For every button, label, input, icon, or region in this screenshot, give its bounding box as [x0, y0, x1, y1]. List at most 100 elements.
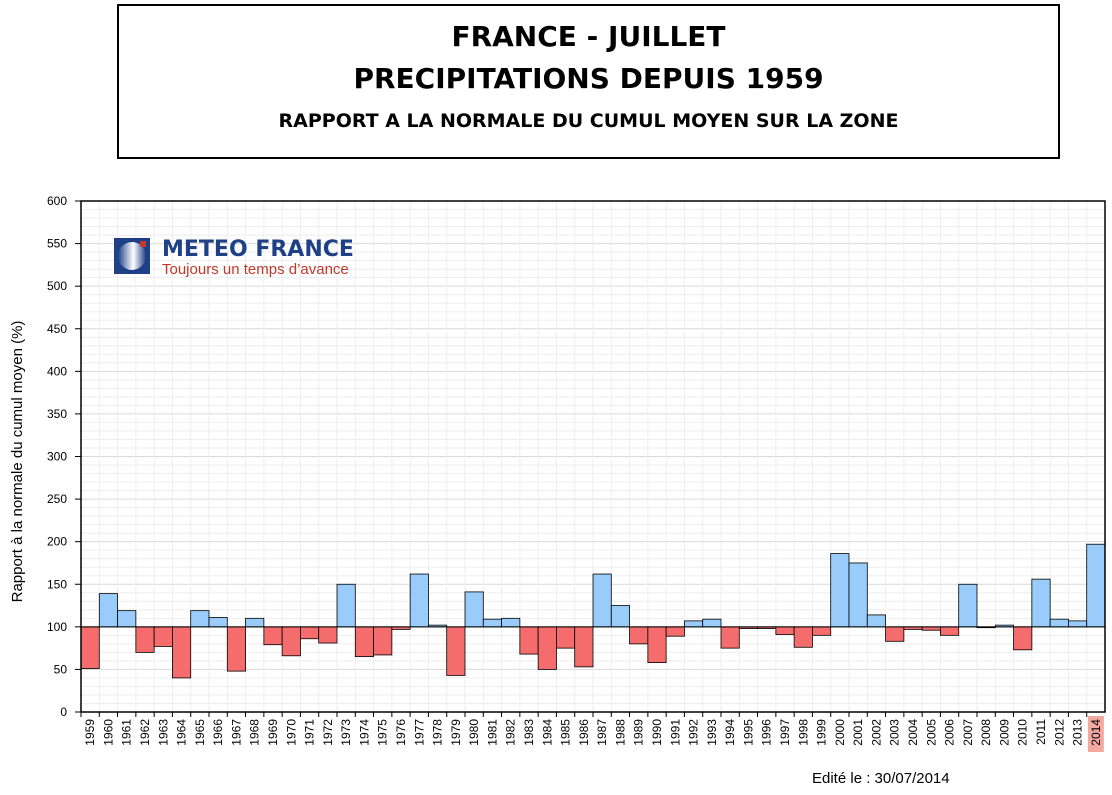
x-tick-label-2013: 2013	[1071, 719, 1085, 746]
x-tick-label-1984: 1984	[540, 719, 554, 746]
y-tick-label: 450	[47, 322, 67, 336]
x-tick-label-2010: 2010	[1016, 719, 1030, 746]
x-tick-label-1964: 1964	[175, 719, 189, 746]
y-axis-label: Rapport à la normale du cumul moyen (%)	[9, 321, 26, 603]
bar-1994	[720, 626, 740, 649]
bar-1980	[464, 591, 484, 628]
chart-title-line2: PRECIPITATIONS DEPUIS 1959	[353, 62, 824, 95]
bar-1962	[135, 626, 155, 653]
bar-1963	[153, 626, 173, 647]
bar-1973	[336, 583, 356, 628]
x-tick-label-2000: 2000	[833, 719, 847, 746]
x-tick-label-1960: 1960	[101, 719, 115, 746]
x-tick-label-1971: 1971	[303, 719, 317, 746]
y-axis: 0 50 100 150 200 250 300 350 400 450 500 550 600	[47, 194, 81, 719]
bar-1997	[775, 626, 795, 635]
x-tick-label-2002: 2002	[869, 719, 883, 746]
bar-1961	[117, 610, 137, 628]
x-tick-label-2011: 2011	[1034, 719, 1048, 745]
x-tick-label-1979: 1979	[449, 719, 463, 746]
y-tick-label: 150	[47, 577, 67, 591]
bar-1986	[574, 626, 594, 668]
x-tick-label-1991: 1991	[668, 719, 682, 746]
x-tick-label-1982: 1982	[504, 719, 518, 746]
title-box: FRANCE - JUILLET PRECIPITATIONS DEPUIS 1…	[117, 4, 1060, 159]
bar-1992	[684, 620, 704, 628]
logo-tagline: Toujours un temps d’avance	[162, 261, 349, 278]
bar-1965	[190, 610, 210, 628]
x-tick-label-1974: 1974	[357, 719, 371, 746]
x-tick-label-1972: 1972	[321, 719, 335, 746]
x-tick-label-1962: 1962	[138, 719, 152, 746]
bar-1959	[80, 626, 100, 669]
bar-2007	[958, 583, 978, 628]
bar-1969	[263, 626, 283, 646]
chart-subtitle: RAPPORT A LA NORMALE DU CUMUL MOYEN SUR …	[278, 110, 899, 132]
x-tick-label-1988: 1988	[613, 719, 627, 746]
x-tick-label-1975: 1975	[376, 719, 390, 746]
bar-1977	[409, 573, 429, 628]
bar-1981	[482, 618, 502, 628]
y-tick-label: 550	[47, 237, 67, 251]
x-tick-label-1981: 1981	[485, 719, 499, 746]
logo-name: METEO FRANCE	[162, 237, 354, 262]
bar-1964	[172, 626, 192, 679]
bar-chart: 0 50 100 150 200 250 300 350 400 450 500 550 600 195…	[9, 194, 1106, 752]
y-tick-label: 0	[60, 705, 67, 719]
x-tick-label-1990: 1990	[650, 719, 664, 746]
bar-1966	[208, 617, 228, 628]
x-axis: 1959 1960 1961 1962 1963 1964 1965 1966 1967 1968…	[80, 712, 1104, 752]
x-tick-label-1996: 1996	[760, 719, 774, 746]
bar-1974	[354, 626, 374, 658]
y-tick-label: 50	[54, 662, 68, 676]
bars	[80, 543, 1106, 679]
x-tick-label-1976: 1976	[394, 719, 408, 746]
x-tick-label-1995: 1995	[741, 719, 755, 746]
x-tick-label-1966: 1966	[211, 719, 225, 746]
x-tick-label-2009: 2009	[997, 719, 1011, 746]
bar-1960	[98, 593, 118, 628]
bar-2002	[866, 614, 886, 628]
bar-1968	[245, 617, 265, 628]
x-tick-label-1965: 1965	[193, 719, 207, 746]
x-tick-label-2006: 2006	[943, 719, 957, 746]
bar-2006	[940, 626, 960, 636]
x-tick-label-1998: 1998	[796, 719, 810, 746]
bar-2001	[848, 562, 868, 628]
y-tick-label: 350	[47, 407, 67, 421]
bar-1990	[647, 626, 667, 664]
bar-1998	[793, 626, 813, 648]
bar-2011	[1031, 578, 1051, 628]
x-tick-label-1989: 1989	[632, 719, 646, 746]
bar-1983	[519, 626, 539, 655]
x-tick-label-1986: 1986	[577, 719, 591, 746]
bar-2000	[830, 553, 850, 628]
x-tick-label-1999: 1999	[815, 719, 829, 746]
bar-1987	[592, 573, 612, 628]
bar-1993	[702, 618, 722, 628]
x-tick-highlight	[1087, 716, 1104, 752]
x-tick-label-2003: 2003	[888, 719, 902, 746]
x-tick-label-1967: 1967	[229, 719, 243, 746]
x-tick-label-2012: 2012	[1052, 719, 1066, 746]
bar-2013	[1068, 620, 1088, 628]
x-tick-label-1985: 1985	[559, 719, 573, 746]
x-tick-label-2004: 2004	[906, 719, 920, 746]
x-tick-label-2005: 2005	[924, 719, 938, 746]
bar-1982	[501, 617, 521, 628]
x-tick-label-1994: 1994	[723, 719, 737, 746]
x-tick-label-2007: 2007	[961, 719, 975, 746]
bar-1989	[629, 626, 649, 645]
bar-1970	[281, 626, 301, 657]
y-tick-label: 100	[47, 620, 67, 634]
edited-date: Edité le : 30/07/2014	[812, 770, 950, 787]
x-tick-label-1993: 1993	[705, 719, 719, 746]
y-tick-label: 200	[47, 535, 67, 549]
x-tick-label-1977: 1977	[412, 719, 426, 746]
x-tick-label-1963: 1963	[156, 719, 170, 746]
x-tick-label-1992: 1992	[687, 719, 701, 746]
x-tick-label-2001: 2001	[851, 719, 865, 746]
bar-1967	[226, 626, 246, 672]
chart-title-line1: FRANCE - JUILLET	[451, 20, 726, 53]
y-tick-label: 400	[47, 364, 67, 378]
